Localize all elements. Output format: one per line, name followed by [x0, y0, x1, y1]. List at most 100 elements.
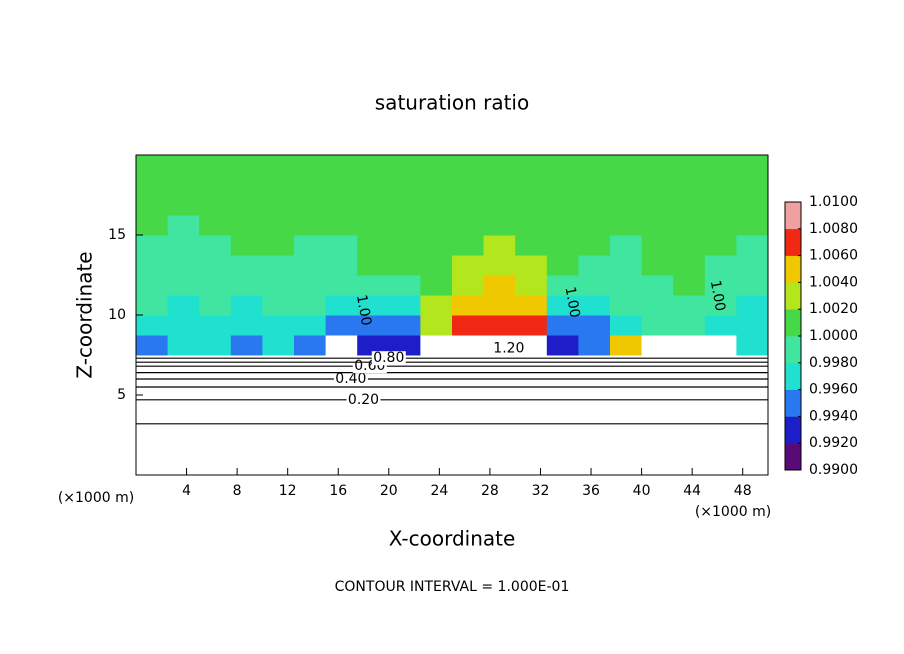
y-tick-label: 10 — [108, 307, 126, 323]
field-cell — [641, 235, 674, 256]
field-cell — [262, 275, 295, 296]
field-cell — [641, 215, 674, 236]
colorbar-tick-label: 0.9980 — [809, 355, 858, 371]
field-cell — [388, 175, 421, 196]
field-cell — [483, 315, 516, 336]
field-cell — [357, 195, 390, 216]
x-tick-label: 8 — [233, 483, 242, 499]
colorbar-tick-label: 0.9940 — [809, 408, 858, 424]
field-cell — [199, 315, 232, 336]
x-tick-label: 40 — [633, 483, 651, 499]
field-cell — [610, 235, 643, 256]
field-cell — [610, 215, 643, 236]
field-cell — [136, 335, 169, 356]
colorbar-tick-label: 1.0060 — [809, 248, 858, 264]
field-cell — [136, 295, 169, 316]
field-cell — [736, 175, 769, 196]
field-cell — [294, 255, 327, 276]
field-cell — [641, 295, 674, 316]
field-cell — [357, 255, 390, 276]
field-cell — [483, 155, 516, 176]
field-cell — [325, 295, 358, 316]
field-cell — [704, 275, 737, 296]
field-cell — [641, 155, 674, 176]
field-cell — [388, 275, 421, 296]
x-tick-label: 44 — [683, 483, 701, 499]
field-cell — [420, 175, 453, 196]
field-cell — [704, 235, 737, 256]
field-cell — [483, 215, 516, 236]
x-tick-label: 20 — [380, 483, 398, 499]
y-axis-label: Z-coordinate — [73, 251, 97, 378]
field-cell — [420, 195, 453, 216]
field-cell — [546, 315, 579, 336]
field-cell — [452, 335, 485, 356]
field-cell — [641, 255, 674, 276]
field-cell — [325, 255, 358, 276]
field-cell — [515, 175, 548, 196]
field-cell — [262, 295, 295, 316]
field-cell — [325, 175, 358, 196]
field-cell — [325, 155, 358, 176]
field-cell — [294, 335, 327, 356]
field-cell — [262, 235, 295, 256]
field-cell — [452, 155, 485, 176]
field-cell — [357, 155, 390, 176]
field-cell — [388, 295, 421, 316]
field-cell — [546, 255, 579, 276]
field-cell — [641, 195, 674, 216]
field-cell — [294, 175, 327, 196]
x-tick-label: 32 — [532, 483, 550, 499]
field-cell — [452, 215, 485, 236]
field-cell — [673, 335, 706, 356]
field-cell — [230, 335, 263, 356]
field-cell — [325, 215, 358, 236]
colorbar-tick-label: 0.9960 — [809, 382, 858, 398]
field-cell — [515, 195, 548, 216]
field-cell — [673, 215, 706, 236]
field-cell — [262, 175, 295, 196]
field-cell — [673, 315, 706, 336]
field-cell — [515, 275, 548, 296]
field-cell — [736, 255, 769, 276]
field-cell — [325, 315, 358, 336]
field-cell — [230, 215, 263, 236]
x-tick-label: 12 — [279, 483, 297, 499]
field-cell — [262, 255, 295, 276]
field-cell — [673, 235, 706, 256]
field-cell — [704, 315, 737, 336]
field-cell — [167, 255, 200, 276]
field-cell — [452, 195, 485, 216]
field-cell — [420, 335, 453, 356]
field-cell — [704, 335, 737, 356]
field-cell — [199, 195, 232, 216]
colorbar-tick-label: 1.0020 — [809, 301, 858, 317]
field-cell — [515, 155, 548, 176]
x-tick-label: 24 — [430, 483, 448, 499]
field-cell — [483, 255, 516, 276]
field-cell — [610, 335, 643, 356]
field-cell — [515, 335, 548, 356]
field-cell — [736, 195, 769, 216]
x-unit-label: (×1000 m) — [695, 504, 771, 520]
colorbar-swatch — [785, 362, 801, 390]
colorbar-swatch — [785, 202, 801, 230]
field-cell — [704, 215, 737, 236]
field-cell — [294, 195, 327, 216]
field-cell — [673, 275, 706, 296]
field-cell — [230, 255, 263, 276]
field-cell — [230, 195, 263, 216]
field-cell — [641, 275, 674, 296]
field-cell — [357, 335, 390, 356]
contour-label-bg — [333, 372, 368, 386]
field-cell — [136, 155, 169, 176]
field-cell — [167, 195, 200, 216]
field-cell — [294, 235, 327, 256]
field-cell — [578, 295, 611, 316]
y-tick-label: 5 — [117, 387, 126, 403]
footer: CONTOUR INTERVAL = 1.000E-01 — [335, 579, 570, 595]
field-cell — [167, 155, 200, 176]
field-cell — [641, 335, 674, 356]
field-cell — [388, 235, 421, 256]
